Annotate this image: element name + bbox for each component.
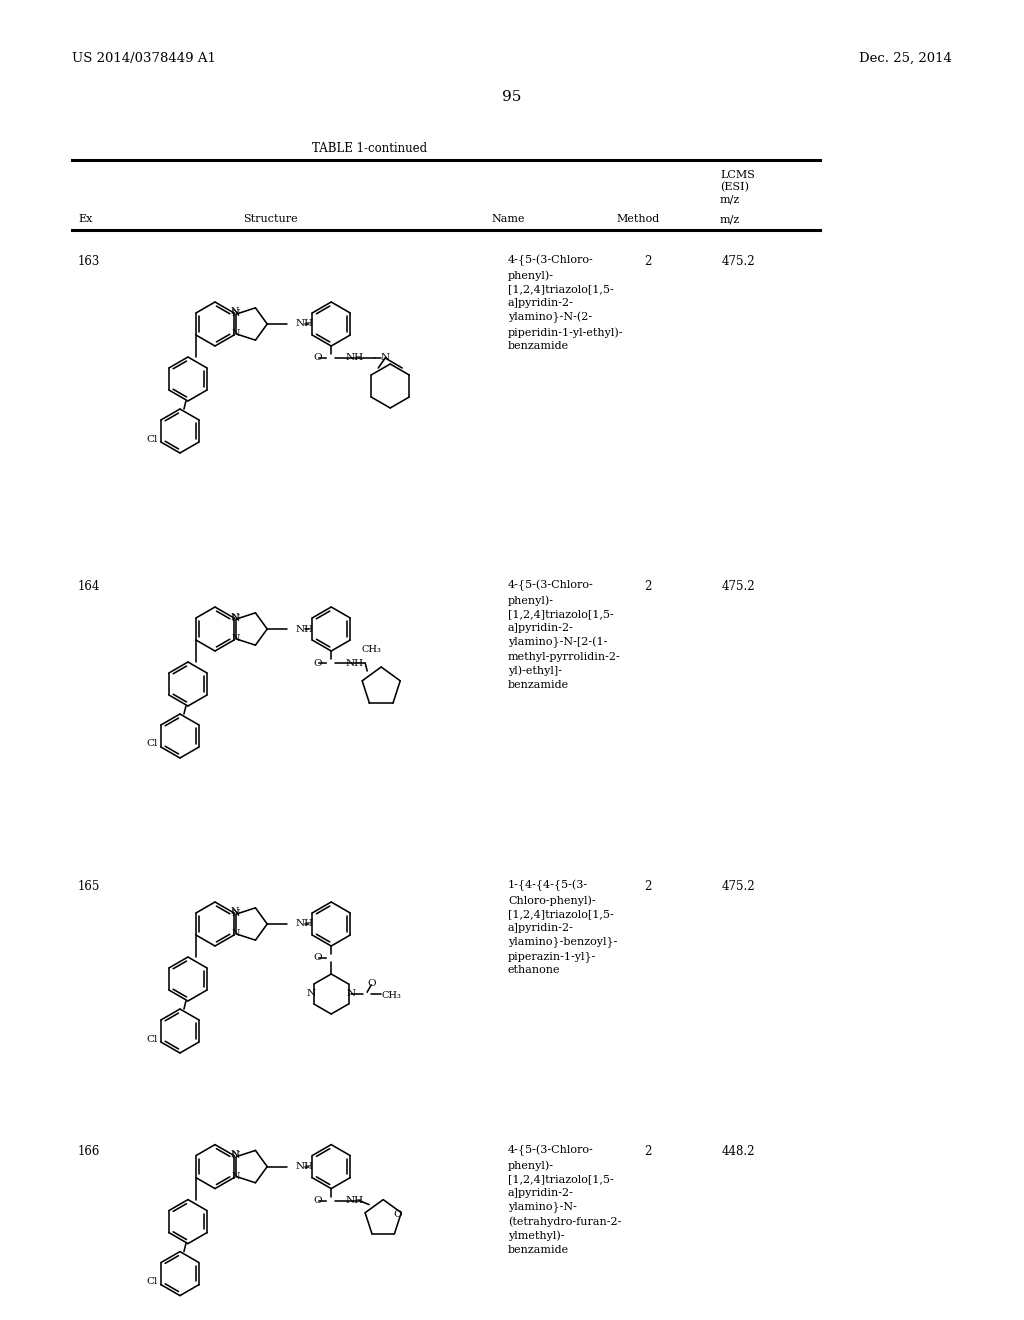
- Text: 166: 166: [78, 1144, 100, 1158]
- Text: N: N: [230, 908, 240, 916]
- Text: Cl: Cl: [146, 434, 158, 444]
- Text: NH: NH: [295, 920, 313, 928]
- Text: 165: 165: [78, 880, 100, 894]
- Text: LCMS: LCMS: [720, 170, 755, 180]
- Text: 475.2: 475.2: [721, 255, 755, 268]
- Text: O: O: [313, 354, 322, 363]
- Text: 95: 95: [503, 90, 521, 104]
- Text: N: N: [230, 612, 240, 622]
- Text: 163: 163: [78, 255, 100, 268]
- Text: (ESI): (ESI): [720, 182, 749, 193]
- Text: 475.2: 475.2: [721, 579, 755, 593]
- Text: O: O: [393, 1210, 401, 1220]
- Text: Dec. 25, 2014: Dec. 25, 2014: [859, 51, 952, 65]
- Text: 164: 164: [78, 579, 100, 593]
- Text: N: N: [231, 929, 240, 939]
- Text: NH: NH: [345, 354, 364, 363]
- Text: NH: NH: [345, 659, 364, 668]
- Text: 448.2: 448.2: [721, 1144, 755, 1158]
- Text: O: O: [313, 953, 322, 962]
- Text: CH₃: CH₃: [381, 991, 401, 1001]
- Text: TABLE 1-continued: TABLE 1-continued: [312, 143, 428, 154]
- Text: 1-{4-{4-{5-(3-
Chloro-phenyl)-
[1,2,4]triazolo[1,5-
a]pyridin-2-
ylamino}-benzoy: 1-{4-{4-{5-(3- Chloro-phenyl)- [1,2,4]tr…: [508, 880, 617, 975]
- Text: 2: 2: [644, 579, 651, 593]
- Text: N: N: [306, 990, 315, 998]
- Text: N: N: [381, 354, 390, 363]
- Text: Ex: Ex: [78, 214, 92, 224]
- Text: 4-{5-(3-Chloro-
phenyl)-
[1,2,4]triazolo[1,5-
a]pyridin-2-
ylamino}-N-(2-
piperi: 4-{5-(3-Chloro- phenyl)- [1,2,4]triazolo…: [508, 255, 624, 351]
- Text: O: O: [367, 979, 376, 989]
- Text: N: N: [230, 308, 240, 317]
- Text: N: N: [347, 990, 355, 998]
- Text: N: N: [231, 614, 240, 623]
- Text: O: O: [313, 659, 322, 668]
- Text: US 2014/0378449 A1: US 2014/0378449 A1: [72, 51, 216, 65]
- Text: Method: Method: [616, 214, 659, 224]
- Text: 475.2: 475.2: [721, 880, 755, 894]
- Text: 4-{5-(3-Chloro-
phenyl)-
[1,2,4]triazolo[1,5-
a]pyridin-2-
ylamino}-N-[2-(1-
met: 4-{5-(3-Chloro- phenyl)- [1,2,4]triazolo…: [508, 579, 621, 690]
- Text: NH: NH: [295, 624, 313, 634]
- Text: O: O: [313, 1196, 322, 1205]
- Text: 2: 2: [644, 880, 651, 894]
- Text: N: N: [231, 908, 240, 917]
- Text: N: N: [230, 1150, 240, 1159]
- Text: Cl: Cl: [146, 739, 158, 748]
- Text: N: N: [231, 309, 240, 318]
- Text: m/z: m/z: [720, 194, 740, 205]
- Text: 4-{5-(3-Chloro-
phenyl)-
[1,2,4]triazolo[1,5-
a]pyridin-2-
ylamino}-N-
(tetrahyd: 4-{5-(3-Chloro- phenyl)- [1,2,4]triazolo…: [508, 1144, 622, 1255]
- Text: m/z: m/z: [720, 214, 740, 224]
- Text: N: N: [231, 1172, 240, 1181]
- Text: N: N: [231, 330, 240, 338]
- Text: 2: 2: [644, 255, 651, 268]
- Text: CH₃: CH₃: [361, 645, 381, 655]
- Text: Cl: Cl: [146, 1035, 158, 1044]
- Text: N: N: [231, 1151, 240, 1160]
- Text: NH: NH: [345, 1196, 364, 1205]
- Text: Cl: Cl: [146, 1276, 158, 1286]
- Text: NH: NH: [295, 319, 313, 329]
- Text: NH: NH: [295, 1162, 313, 1171]
- Text: Structure: Structure: [243, 214, 297, 224]
- Text: 2: 2: [644, 1144, 651, 1158]
- Text: N: N: [231, 635, 240, 643]
- Text: Name: Name: [492, 214, 524, 224]
